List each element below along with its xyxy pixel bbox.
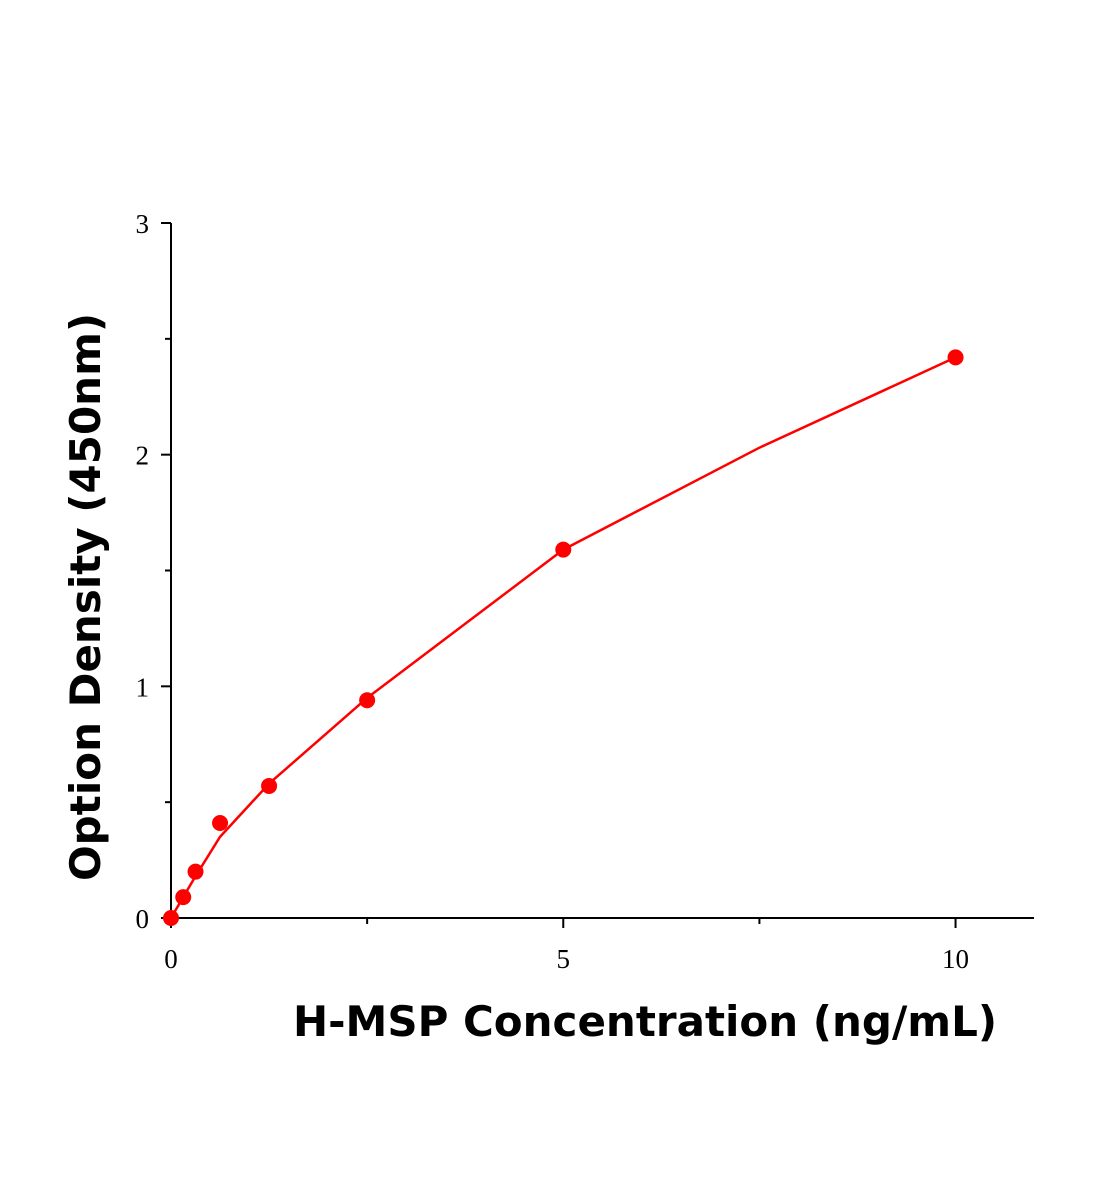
y-tick-label: 3 bbox=[136, 209, 150, 239]
fit-curve bbox=[169, 356, 957, 919]
data-point bbox=[947, 349, 964, 366]
data-point bbox=[359, 692, 376, 709]
y-axis-label: Option Density (450nm) bbox=[61, 313, 110, 881]
x-axis-label: H-MSP Concentration (ng/mL) bbox=[293, 997, 997, 1046]
x-tick-label: 10 bbox=[942, 944, 969, 974]
data-point bbox=[175, 889, 192, 906]
data-point bbox=[212, 815, 229, 832]
data-point bbox=[555, 541, 572, 558]
y-tick-label: 2 bbox=[136, 441, 150, 471]
x-tick-label: 5 bbox=[557, 944, 571, 974]
data-point bbox=[187, 863, 204, 880]
y-tick-label: 1 bbox=[136, 672, 150, 702]
data-point bbox=[261, 777, 278, 794]
data-point bbox=[163, 910, 179, 926]
x-tick-label: 0 bbox=[164, 944, 178, 974]
y-tick-label: 0 bbox=[136, 904, 150, 934]
